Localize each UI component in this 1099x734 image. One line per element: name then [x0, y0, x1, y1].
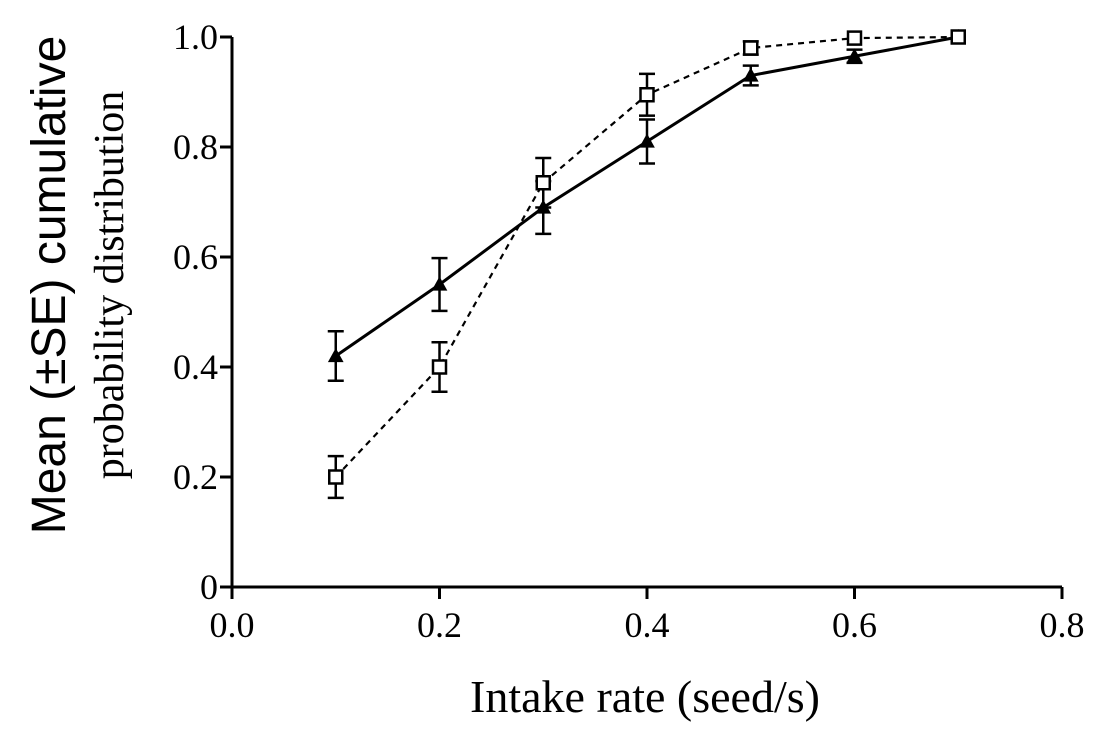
x-axis-label: Intake rate (seed/s)	[470, 671, 820, 722]
y-tick-label: 0.2	[173, 457, 218, 497]
data-point	[950, 29, 966, 45]
y-tick-label: 0.4	[173, 347, 218, 387]
data-point	[431, 276, 448, 291]
series-layer	[327, 28, 967, 500]
y-tick-label: 0	[200, 567, 218, 607]
x-axis-ticks: 0.0 0.2 0.4 0.6 0.8	[210, 587, 1085, 645]
x-tick-label: 0.0	[210, 605, 255, 645]
y-axis-ticks: 0 0.2 0.4 0.6 0.8 1.0	[173, 17, 232, 607]
y-tick-label: 1.0	[173, 17, 218, 57]
data-point	[535, 175, 551, 191]
x-tick-label: 0.8	[1040, 605, 1085, 645]
data-point	[742, 67, 759, 82]
data-point	[743, 40, 759, 56]
series-2	[327, 29, 966, 500]
data-point	[846, 48, 863, 63]
x-tick-label: 0.6	[832, 605, 877, 645]
data-point	[431, 359, 448, 375]
data-point	[328, 469, 344, 485]
data-point	[639, 133, 655, 148]
data-point	[639, 87, 655, 103]
x-tick-label: 0.2	[417, 605, 462, 645]
data-point	[846, 30, 863, 46]
y-tick-label: 0.6	[173, 237, 218, 277]
y-axis-label-line2: probability distribution	[87, 91, 133, 479]
y-axis-label-line1: Mean (±SE) cumulative	[23, 36, 76, 535]
data-point	[327, 347, 344, 363]
y-tick-label: 0.8	[173, 127, 218, 167]
x-tick-label: 0.4	[625, 605, 670, 645]
